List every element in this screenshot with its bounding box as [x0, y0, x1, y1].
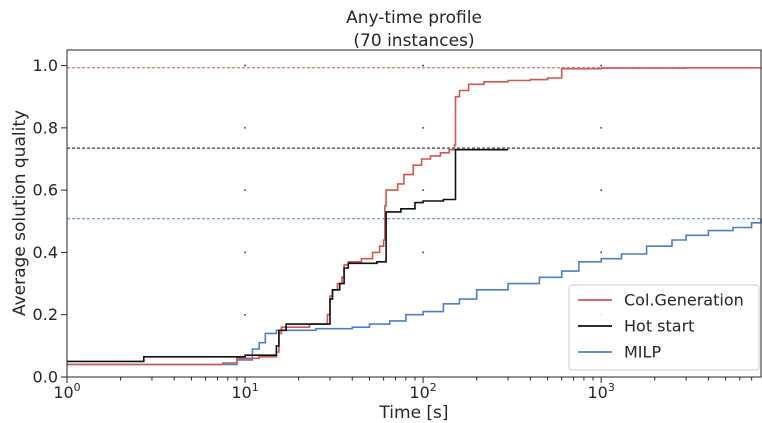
legend-label: Hot start — [624, 317, 694, 336]
y-axis-label: Average solution quality — [10, 110, 30, 316]
x-tick-label: 102 — [409, 381, 436, 402]
grid-dot — [422, 64, 425, 67]
legend-label: MILP — [624, 343, 661, 362]
grid-dot — [244, 313, 246, 316]
y-tick-label: 0.0 — [33, 368, 58, 387]
series-line-milp — [67, 218, 762, 366]
grid-dot — [244, 64, 246, 67]
legend-box — [568, 284, 760, 371]
x-tick-label: 100 — [53, 381, 80, 402]
chart-title-line-2: (70 instances) — [353, 31, 474, 51]
chart-title: Any-time profile (70 instances) — [346, 8, 482, 51]
plot-frame — [66, 49, 762, 378]
series-line-hot-start — [67, 148, 509, 363]
x-axis-ticks: 100 101 102 103 — [53, 377, 753, 402]
grid-dot — [422, 126, 425, 129]
y-tick-label: 0.2 — [33, 305, 58, 324]
grid-dot — [600, 126, 603, 129]
grid-dot — [422, 189, 425, 192]
y-tick-label: 0.4 — [33, 243, 58, 262]
y-tick-label: 1.0 — [33, 56, 58, 75]
x-tick-label: 101 — [231, 381, 258, 402]
grid-dot — [600, 251, 603, 254]
y-tick-label: 0.8 — [33, 118, 58, 137]
grid-dot — [600, 64, 603, 67]
x-tick-label: 103 — [587, 381, 614, 402]
series-line-col-generation — [67, 67, 762, 366]
legend-label: Col.Generation — [624, 291, 744, 310]
reference-lines — [67, 67, 761, 220]
legend: Col.Generation Hot start MILP — [568, 284, 760, 371]
series-lines — [67, 67, 762, 366]
grid-dot — [244, 251, 246, 254]
grid-dot — [244, 189, 246, 192]
grid-dot — [600, 189, 603, 192]
grid-dot — [244, 126, 246, 129]
x-axis-label: Time [s] — [378, 403, 448, 423]
legend-items: Col.Generation Hot start MILP — [578, 291, 744, 362]
y-axis-ticks: 0.0 0.2 0.4 0.6 0.8 1.0 — [33, 56, 67, 387]
chart-title-line-1: Any-time profile — [346, 8, 482, 28]
grid-dot — [422, 251, 425, 254]
y-tick-label: 0.6 — [33, 181, 58, 200]
